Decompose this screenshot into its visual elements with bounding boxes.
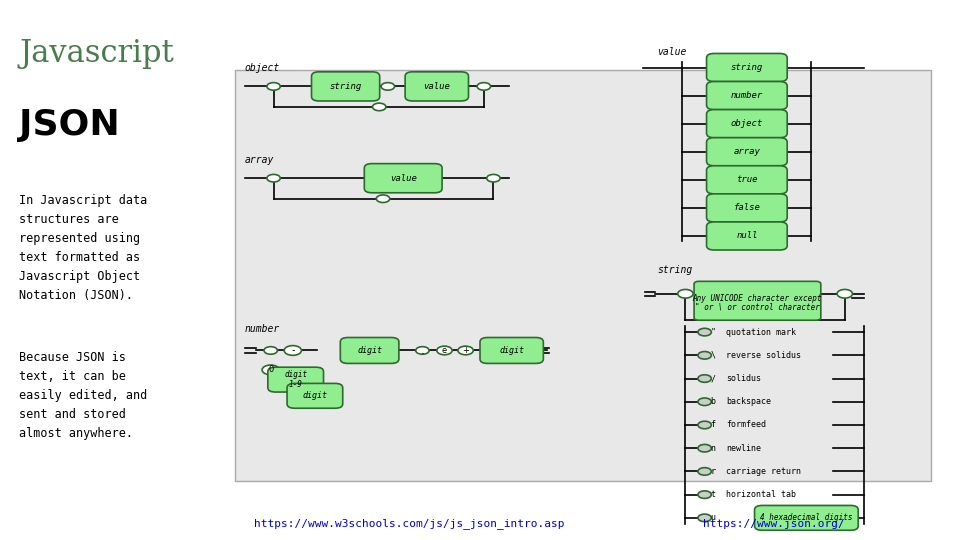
FancyBboxPatch shape — [707, 53, 787, 82]
Text: Any UNICODE character except: Any UNICODE character except — [693, 294, 822, 302]
Text: n: n — [710, 444, 715, 453]
Text: backspace: backspace — [726, 397, 771, 406]
Circle shape — [698, 421, 711, 429]
Text: +: + — [462, 346, 469, 355]
Text: ": " — [710, 328, 715, 336]
Text: false: false — [733, 204, 760, 212]
FancyBboxPatch shape — [707, 138, 787, 166]
Text: string: string — [731, 63, 763, 72]
FancyBboxPatch shape — [480, 338, 543, 363]
Text: number: number — [245, 323, 280, 334]
Text: -: - — [291, 346, 295, 355]
Circle shape — [416, 347, 429, 354]
FancyBboxPatch shape — [707, 82, 787, 110]
Circle shape — [458, 346, 473, 355]
Text: string: string — [329, 82, 362, 91]
Text: value: value — [423, 82, 450, 91]
Text: digit: digit — [357, 346, 382, 355]
Text: https://www.json.org/: https://www.json.org/ — [703, 519, 845, 529]
Circle shape — [837, 289, 852, 298]
Text: " or \ or control character: " or \ or control character — [695, 302, 820, 311]
Text: e: e — [442, 346, 447, 355]
Text: t: t — [710, 490, 715, 499]
FancyBboxPatch shape — [707, 110, 787, 138]
Text: horizontal tab: horizontal tab — [726, 490, 796, 499]
Text: f: f — [710, 421, 715, 429]
Text: https://www.w3schools.com/js/js_json_intro.asp: https://www.w3schools.com/js/js_json_int… — [254, 518, 564, 529]
FancyBboxPatch shape — [235, 70, 931, 481]
Text: u: u — [710, 514, 715, 522]
Text: b: b — [710, 397, 715, 406]
Text: value: value — [390, 174, 417, 183]
Text: carriage return: carriage return — [726, 467, 801, 476]
Text: newline: newline — [726, 444, 760, 453]
Text: In Javascript data
structures are
represented using
text formatted as
Javascript: In Javascript data structures are repres… — [19, 194, 148, 302]
Text: array: array — [733, 147, 760, 156]
FancyBboxPatch shape — [405, 72, 468, 101]
Text: .: . — [420, 344, 424, 357]
Circle shape — [267, 83, 280, 90]
FancyBboxPatch shape — [755, 505, 858, 530]
FancyBboxPatch shape — [287, 383, 343, 408]
Circle shape — [698, 468, 711, 475]
Text: digit: digit — [302, 392, 327, 400]
Circle shape — [376, 195, 390, 202]
Text: value: value — [658, 46, 687, 57]
Text: 0: 0 — [268, 366, 274, 374]
Text: array: array — [245, 154, 275, 165]
Circle shape — [372, 103, 386, 111]
FancyBboxPatch shape — [364, 164, 442, 193]
Circle shape — [437, 346, 452, 355]
Text: formfeed: formfeed — [726, 421, 766, 429]
Text: \: \ — [710, 351, 715, 360]
FancyBboxPatch shape — [707, 194, 787, 222]
FancyBboxPatch shape — [707, 222, 787, 250]
Text: r: r — [710, 467, 715, 476]
Circle shape — [698, 352, 711, 359]
FancyBboxPatch shape — [340, 338, 399, 363]
Circle shape — [698, 328, 711, 336]
Text: Javascript: Javascript — [19, 38, 174, 69]
Text: 4 hexadecimal digits: 4 hexadecimal digits — [760, 514, 852, 522]
FancyBboxPatch shape — [268, 367, 324, 392]
Text: object: object — [731, 119, 763, 128]
Circle shape — [477, 83, 491, 90]
Circle shape — [262, 365, 279, 375]
Circle shape — [698, 491, 711, 498]
Text: solidus: solidus — [726, 374, 760, 383]
Text: true: true — [736, 176, 757, 184]
FancyBboxPatch shape — [311, 72, 379, 101]
Circle shape — [698, 444, 711, 452]
Text: /: / — [710, 374, 715, 383]
Circle shape — [267, 174, 280, 182]
Text: object: object — [245, 63, 280, 73]
Circle shape — [678, 289, 693, 298]
Circle shape — [698, 514, 711, 522]
Circle shape — [264, 347, 277, 354]
Circle shape — [698, 398, 711, 406]
Text: digit
1-9: digit 1-9 — [284, 370, 307, 389]
Text: quotation mark: quotation mark — [726, 328, 796, 336]
Text: null: null — [736, 232, 757, 240]
FancyBboxPatch shape — [707, 166, 787, 194]
Text: Because JSON is
text, it can be
easily edited, and
sent and stored
almost anywhe: Because JSON is text, it can be easily e… — [19, 351, 148, 440]
Text: number: number — [731, 91, 763, 100]
Circle shape — [284, 346, 301, 355]
Circle shape — [381, 83, 395, 90]
Text: digit: digit — [499, 346, 524, 355]
Text: reverse solidus: reverse solidus — [726, 351, 801, 360]
Text: string: string — [658, 265, 693, 275]
FancyBboxPatch shape — [694, 281, 821, 320]
Circle shape — [487, 174, 500, 182]
Circle shape — [698, 375, 711, 382]
Text: JSON: JSON — [19, 108, 120, 142]
